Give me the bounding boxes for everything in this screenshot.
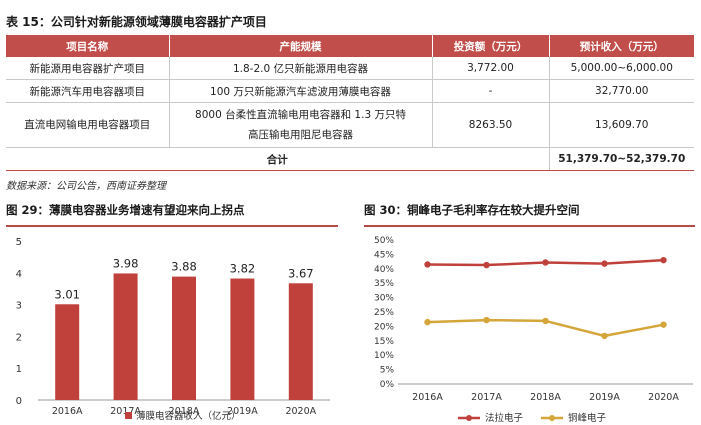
legend-label: 薄膜电容器收入（亿元） [136,410,241,422]
cell-revenue: 5,000.00~6,000.00 [548,57,694,80]
x-tick-label: 2018A [169,406,200,417]
y-tick-label: 4 [16,269,22,280]
series-point [542,259,549,266]
y-tick-label: 0 [16,396,22,407]
y-tick-label: 20% [374,322,394,332]
cell-project: 新能源用电容器扩产项目 [6,57,169,80]
col-header-capacity: 产能规模 [168,35,432,57]
total-value: 51,379.70~52,379.70 [548,147,694,171]
x-tick-label: 2017A [471,392,502,403]
cell-capacity: 100 万只新能源汽车滤波用薄膜电容器 [168,79,432,103]
x-tick-label: 2020A [285,406,316,417]
cell-investment: 3,772.00 [431,57,549,80]
bar-chart: 0 1 2 3 4 5 3.01 2016A 3.98 2017A 3.88 2018A 3.82 201… [16,237,330,422]
fig29-title: 图 29：薄膜电容器业务增速有望迎来向上拐点 [6,203,245,217]
fig30-title-rule [364,225,695,227]
x-tick-label: 2019A [589,392,620,403]
col-header-project: 项目名称 [6,35,169,57]
y-tick-label: 45% [374,250,394,260]
expansion-project-table: 项目名称 产能规模 投资额（万元） 预计收入（万元） 新能源用电容器扩产项目 1… [6,35,694,171]
series-point [660,256,667,264]
y-tick-label: 2 [16,332,22,343]
legend-swatch [125,412,132,419]
series-point [601,260,608,267]
bar-data-label: 3.01 [54,287,80,301]
series-point [424,318,431,326]
table-row: 新能源用电容器扩产项目 1.8-2.0 亿只新能源用电容器 3,772.00 5… [6,57,694,80]
y-tick-label: 35% [374,279,394,289]
data-source-note: 数据来源：公司公告，西南证券整理 [6,181,166,192]
cell-revenue: 32,770.00 [548,79,694,103]
x-tick-label: 2020A [648,392,679,403]
series-point [660,321,667,328]
bar [113,273,138,400]
col-header-revenue: 预计收入（万元） [548,35,694,57]
x-tick-label: 2019A [227,406,258,417]
y-tick-label: 10% [374,351,394,361]
y-tick-label: 0% [380,380,395,390]
y-tick-label: 50% [374,236,394,246]
cell-revenue: 13,609.70 [548,102,694,148]
x-tick-label: 2016A [52,406,83,417]
table-title: 表 15：公司针对新能源领域薄膜电容器扩产项目 [6,15,267,29]
y-tick-label: 5% [380,366,395,376]
series-point [601,332,608,340]
series-point [483,316,490,324]
col-header-investment: 投资额（万元） [431,35,549,57]
fig30-title: 图 30：铜峰电子毛利率存在较大提升空间 [364,203,580,217]
y-tick-label: 25% [374,308,394,318]
legend-label: 法拉电子 [485,412,524,424]
bar-data-label: 3.88 [171,260,197,274]
table-row: 新能源汽车用电容器项目 100 万只新能源汽车滤波用薄膜电容器 - 32,770… [6,79,694,103]
bar [230,278,255,400]
total-label: 合计 [6,147,549,171]
series-point [483,261,490,269]
y-tick-label: 1 [16,364,22,375]
series-point [542,317,549,325]
line-chart: 0% 5% 10% 15% 20% 25% 30% 35% 40% 45% 50% 2016A 2017… [374,236,693,424]
table-row: 直流电网输电用电容器项目 8000 台柔性直流输电用电容器和 1.3 万只特高压… [6,102,694,148]
bar [172,276,196,400]
y-tick-label: 3 [16,301,22,312]
cell-project: 直流电网输电用电容器项目 [6,102,169,148]
bar [55,304,80,400]
legend-marker [466,415,472,421]
bar-data-label: 3.82 [230,262,256,276]
table-header-row: 项目名称 产能规模 投资额（万元） 预计收入（万元） [6,35,694,57]
x-tick-label: 2018A [530,392,561,403]
table-total-row: 合计 51,379.70~52,379.70 [6,147,694,171]
y-tick-label: 5 [16,237,22,248]
cell-capacity: 1.8-2.0 亿只新能源用电容器 [168,57,432,80]
x-tick-label: 2017A [110,406,141,417]
x-tick-label: 2016A [412,392,443,403]
bar [288,283,313,400]
legend-marker [549,415,555,421]
bar-data-label: 3.67 [288,266,314,280]
cell-project: 新能源汽车用电容器项目 [6,79,169,103]
y-tick-label: 15% [374,337,394,347]
cell-capacity: 8000 台柔性直流输电用电容器和 1.3 万只特高压输电用阻尼电容器 [168,102,432,148]
y-tick-label: 30% [374,294,394,304]
fig29-title-rule [6,225,338,227]
cell-investment: 8263.50 [431,102,549,148]
y-tick-label: 40% [374,265,394,275]
legend-label: 铜峰电子 [568,412,607,424]
series-point [424,261,431,268]
cell-investment: - [431,79,549,103]
bar-data-label: 3.98 [113,256,139,270]
